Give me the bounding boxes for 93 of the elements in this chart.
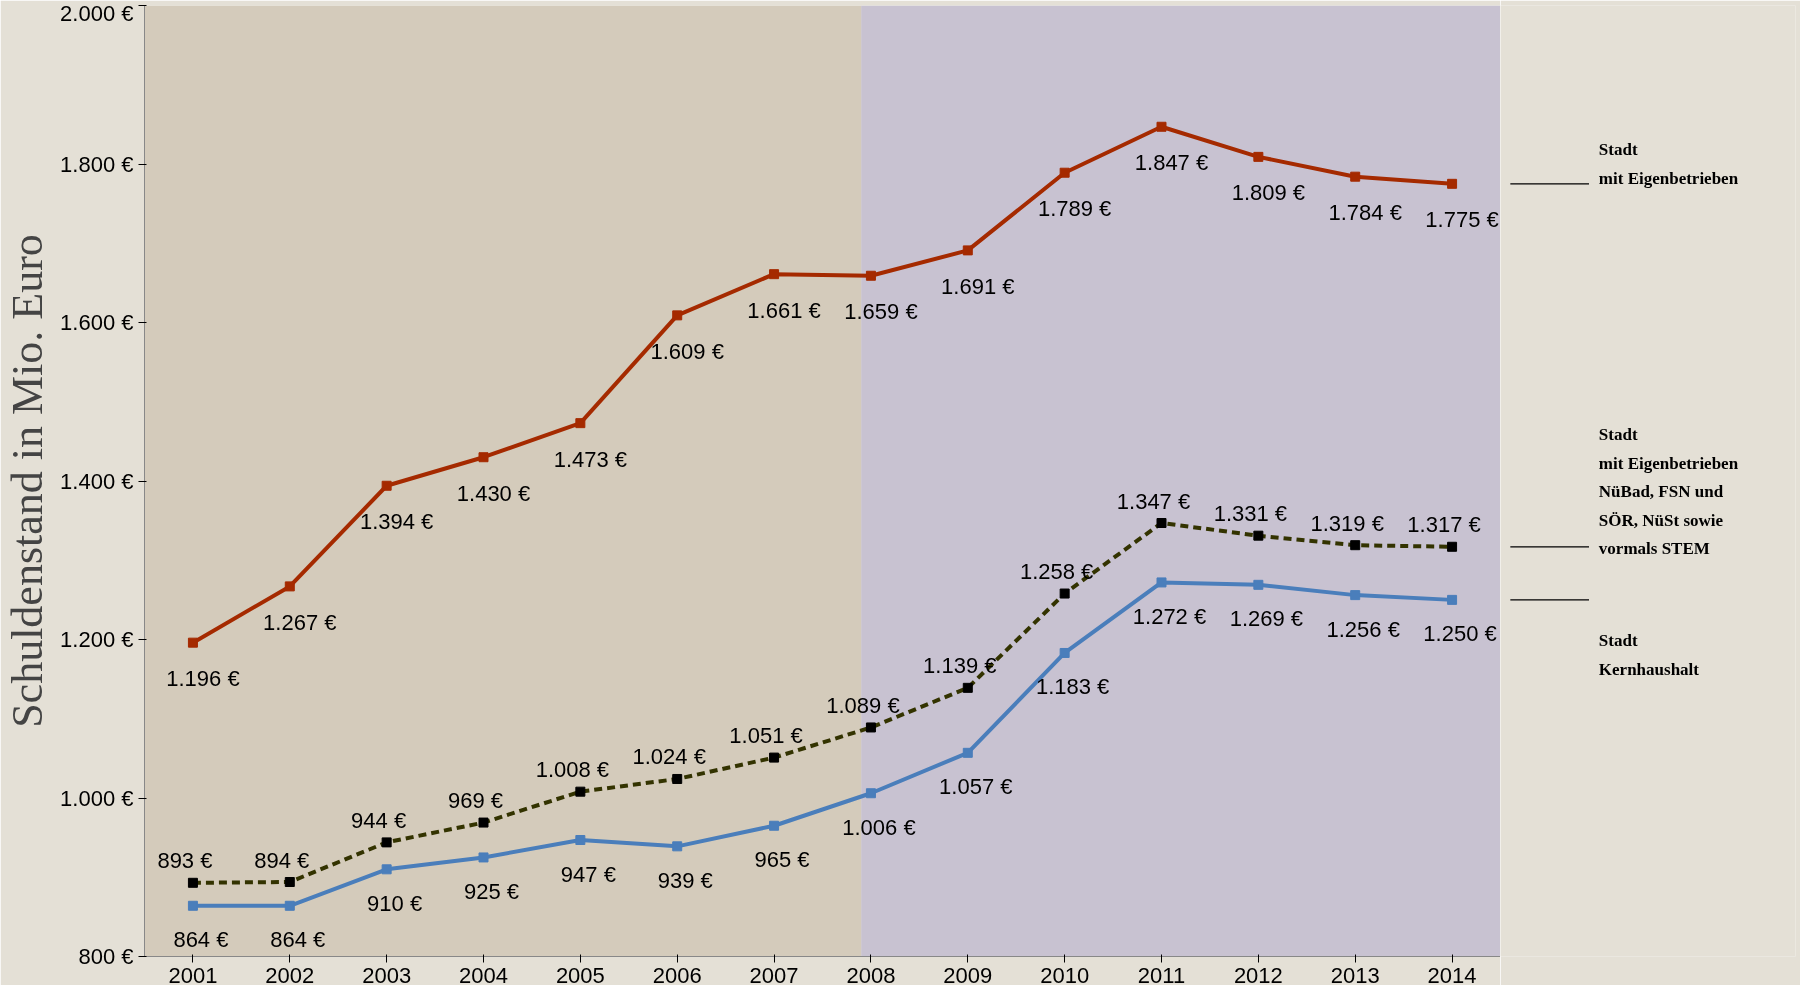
data-label: 969 € bbox=[447, 788, 504, 814]
data-label: 1.430 € bbox=[456, 480, 531, 506]
point bbox=[284, 581, 295, 592]
x-tick-label: 2011 bbox=[1137, 962, 1186, 988]
point bbox=[672, 841, 683, 852]
point bbox=[769, 820, 780, 831]
y-tick-label: 1.800 € bbox=[60, 151, 134, 177]
data-label: 1.250 € bbox=[1423, 621, 1497, 647]
data-label: 1.183 € bbox=[1035, 674, 1110, 700]
data-label: 965 € bbox=[754, 847, 810, 873]
data-label: 1.847 € bbox=[1134, 150, 1209, 176]
y-tick-label: 1.400 € bbox=[60, 468, 134, 494]
x-tick-label: 2004 bbox=[459, 962, 508, 988]
data-label: 925 € bbox=[463, 878, 520, 904]
point bbox=[575, 418, 586, 429]
y-tick-label: 1.000 € bbox=[60, 785, 134, 811]
point bbox=[284, 900, 295, 911]
data-label: 1.008 € bbox=[535, 757, 610, 783]
data-label: 1.024 € bbox=[632, 744, 706, 770]
data-label: 1.661 € bbox=[747, 297, 821, 323]
point bbox=[672, 310, 683, 321]
point bbox=[478, 852, 489, 863]
point bbox=[1253, 579, 1264, 590]
point bbox=[962, 245, 973, 256]
x-tick-label: 2012 bbox=[1233, 962, 1283, 988]
text: Stadt Kernhaushalt bbox=[1598, 631, 1700, 679]
x-tick-label: 2013 bbox=[1330, 962, 1380, 988]
data-label: 1.256 € bbox=[1326, 616, 1400, 642]
point bbox=[1059, 167, 1070, 178]
data-label: 864 € bbox=[173, 927, 229, 953]
data-label: 894 € bbox=[254, 847, 310, 873]
x-tick-label: 2009 bbox=[943, 962, 993, 988]
x-tick-label: 2007 bbox=[749, 962, 799, 988]
point bbox=[478, 452, 489, 463]
data-label: 1.331 € bbox=[1213, 501, 1288, 527]
data-label: 1.659 € bbox=[844, 299, 918, 325]
data-label: 893 € bbox=[157, 848, 213, 874]
point bbox=[769, 269, 780, 280]
x-tick-label: 2014 bbox=[1427, 962, 1477, 988]
x-tick-label: 2008 bbox=[846, 962, 896, 988]
x-tick-label: 2005 bbox=[555, 962, 605, 988]
data-label: 947 € bbox=[560, 861, 616, 887]
x-tick-label: 2010 bbox=[1040, 962, 1090, 988]
y-tick-label: 1.600 € bbox=[60, 310, 134, 335]
data-label: 1.394 € bbox=[359, 509, 434, 535]
data-label: 1.267 € bbox=[263, 609, 337, 635]
point bbox=[1447, 178, 1458, 189]
point bbox=[1350, 590, 1361, 601]
point bbox=[381, 480, 392, 491]
data-label: 1.347 € bbox=[1116, 488, 1191, 514]
data-label: 1.784 € bbox=[1328, 200, 1402, 226]
data-label: 1.196 € bbox=[166, 666, 240, 692]
data-label: 1.057 € bbox=[939, 774, 1013, 800]
data-label: 1.775 € bbox=[1425, 207, 1499, 233]
x-tick-label: 2002 bbox=[265, 962, 315, 988]
point bbox=[1156, 577, 1167, 588]
point bbox=[187, 900, 198, 911]
data-label: 939 € bbox=[657, 867, 713, 893]
data-label: 1.051 € bbox=[729, 723, 803, 749]
data-label: 1.006 € bbox=[842, 814, 916, 840]
data-label: 1.317 € bbox=[1407, 512, 1481, 538]
data-label: 864 € bbox=[270, 927, 326, 953]
data-label: 910 € bbox=[367, 890, 423, 916]
point bbox=[865, 788, 876, 799]
data-label: 1.609 € bbox=[650, 338, 724, 364]
x-tick-label: 2001 bbox=[168, 962, 218, 988]
data-label: 1.691 € bbox=[941, 273, 1015, 299]
data-label: 1.473 € bbox=[553, 446, 628, 472]
y-tick-label: 2.000 € bbox=[60, 0, 134, 26]
data-label: 1.269 € bbox=[1229, 606, 1304, 632]
point bbox=[1447, 594, 1458, 605]
y-tick-label: 1.200 € bbox=[60, 627, 134, 652]
data-label: 944 € bbox=[351, 807, 407, 833]
point bbox=[1156, 121, 1167, 132]
point bbox=[575, 835, 586, 845]
point bbox=[865, 270, 876, 281]
y-tick-label: 800 € bbox=[78, 944, 134, 969]
y-axis-title: Schuldenstand in Mio. Euro bbox=[3, 234, 53, 728]
point bbox=[1253, 151, 1264, 162]
point bbox=[1350, 171, 1361, 182]
x-tick-label: 2006 bbox=[652, 962, 702, 988]
point bbox=[1059, 647, 1070, 658]
point bbox=[381, 864, 392, 875]
text: Stadt mit Eigenbetrieben bbox=[1598, 140, 1739, 188]
data-label: 1.789 € bbox=[1037, 196, 1112, 222]
data-label: 1.809 € bbox=[1231, 180, 1306, 206]
point bbox=[962, 747, 973, 758]
point bbox=[187, 637, 198, 648]
data-label: 1.319 € bbox=[1310, 510, 1384, 536]
text: Stadt mit Eigenbetrieben NüBad, FSN und SÖR, NüSt sowie vormals STEM bbox=[1598, 425, 1739, 559]
x-tick-label: 2003 bbox=[362, 962, 412, 988]
data-label: 1.089 € bbox=[826, 692, 900, 718]
data-label: 1.272 € bbox=[1132, 603, 1207, 629]
